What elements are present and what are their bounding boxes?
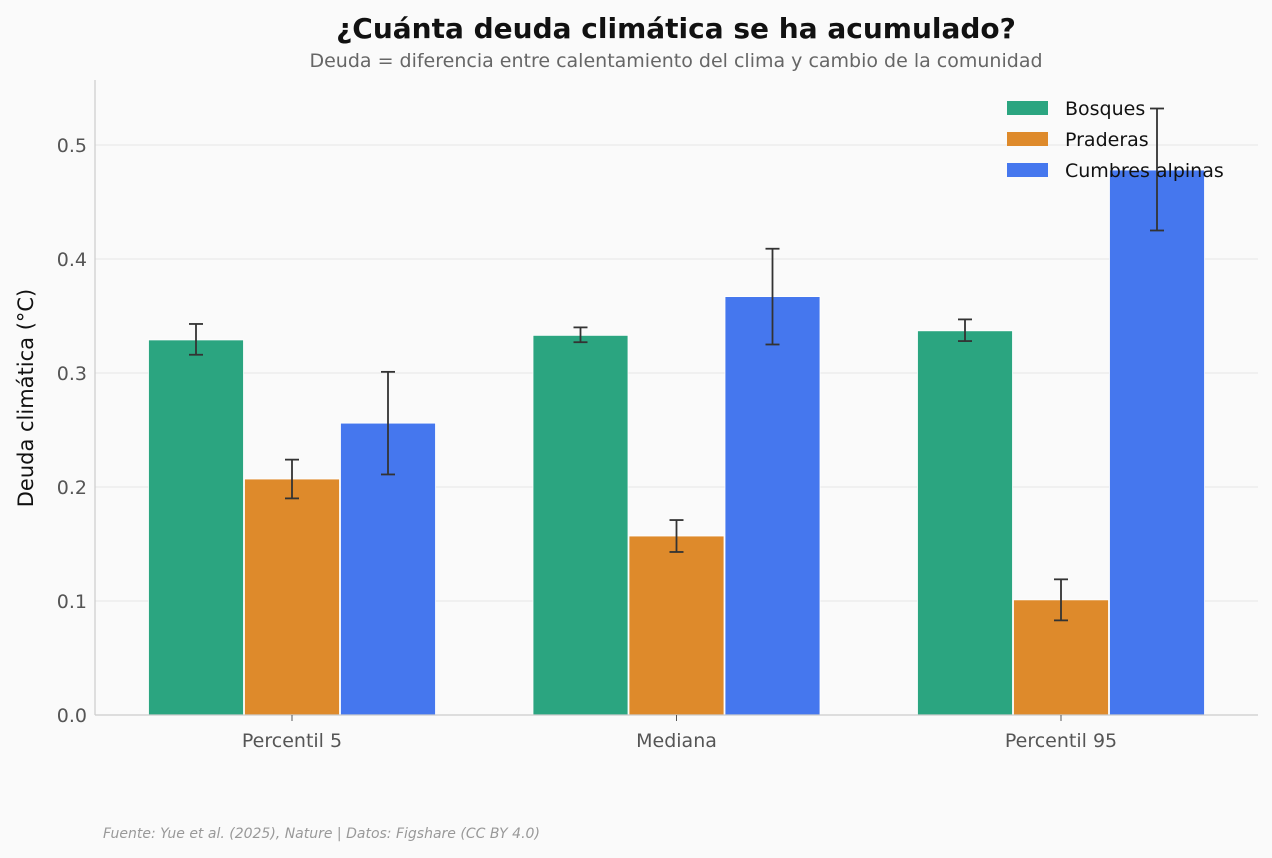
- legend-swatch: [1007, 163, 1048, 177]
- chart-subtitle: Deuda = diferencia entre calentamiento d…: [309, 50, 1042, 72]
- x-tick-label: Mediana: [636, 730, 717, 752]
- legend-label: Cumbres alpinas: [1065, 160, 1224, 182]
- bar-bosques-2: [917, 330, 1013, 716]
- bar-praderas-0: [244, 478, 340, 716]
- y-tick-label: 0.4: [57, 249, 87, 271]
- bars: [148, 169, 1205, 716]
- bar-bosques-1: [532, 334, 629, 716]
- bar-cumbres-alpinas-2: [1109, 169, 1205, 716]
- x-ticks: Percentil 5 Mediana Percentil 95: [242, 715, 1117, 752]
- bar-cumbres-alpinas-1: [724, 296, 821, 716]
- chart-title: ¿Cuánta deuda climática se ha acumulado?: [336, 12, 1016, 45]
- error-bars: [189, 107, 1164, 622]
- source-note: Fuente: Yue et al. (2025), Nature | Dato…: [103, 826, 540, 842]
- x-tick-label: Percentil 95: [1005, 730, 1117, 752]
- y-tick-label: 0.3: [57, 363, 87, 385]
- y-ticks: 0.0 0.1 0.2 0.3 0.4 0.5: [57, 135, 87, 727]
- y-tick-label: 0.0: [57, 705, 87, 727]
- y-tick-label: 0.5: [57, 135, 87, 157]
- legend: Bosques Praderas Cumbres alpinas: [1007, 98, 1224, 182]
- legend-swatch: [1007, 132, 1048, 146]
- x-tick-label: Percentil 5: [242, 730, 342, 752]
- legend-swatch: [1007, 101, 1048, 115]
- bar-praderas-1: [628, 535, 725, 716]
- y-tick-label: 0.1: [57, 591, 87, 613]
- y-axis-label: Deuda climática (°C): [14, 289, 38, 508]
- bar-bosques-0: [148, 339, 244, 716]
- legend-label: Bosques: [1065, 98, 1145, 120]
- y-tick-label: 0.2: [57, 477, 87, 499]
- legend-label: Praderas: [1065, 129, 1149, 151]
